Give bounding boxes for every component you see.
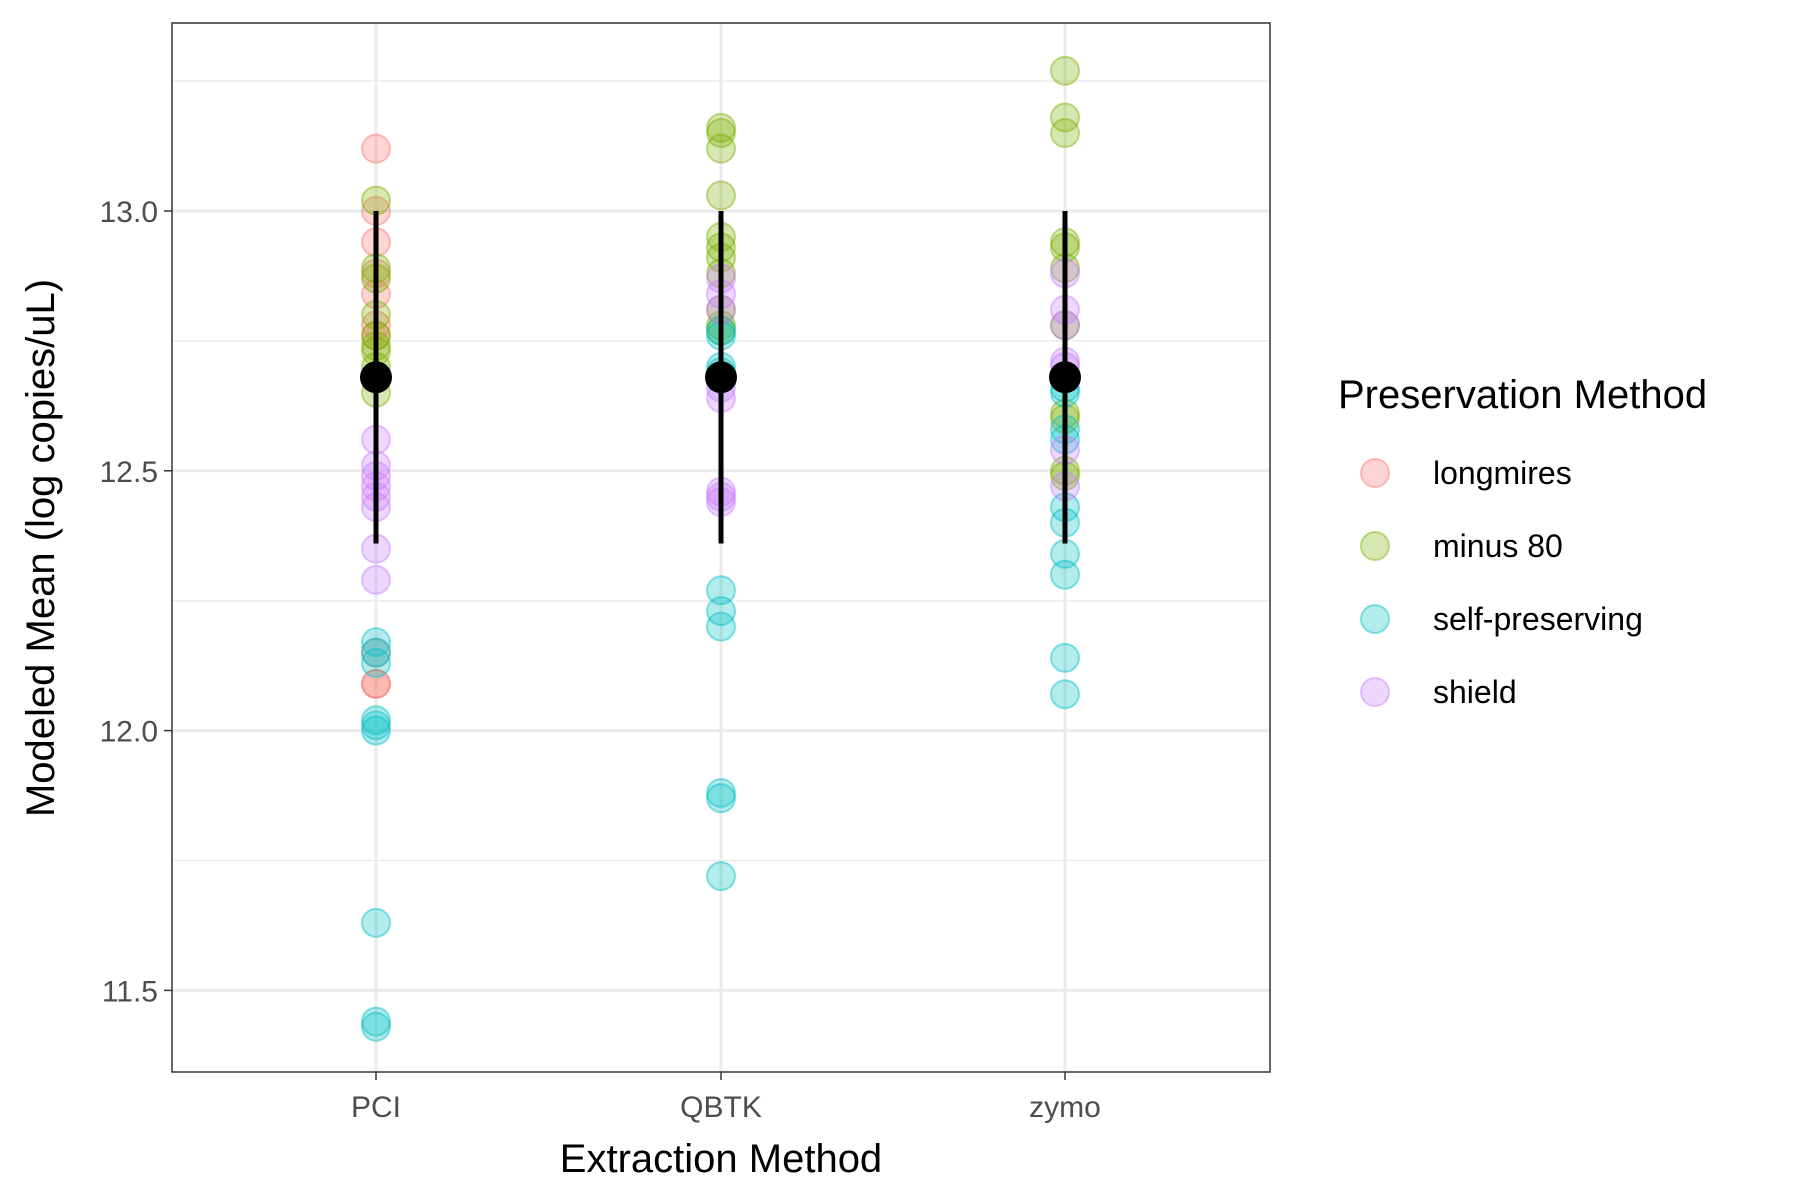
data-point [361,907,391,938]
legend-key [1360,604,1390,634]
data-point [706,575,736,606]
data-point [1050,679,1080,710]
y-tick-label: 11.5 [102,975,158,1008]
data-point [361,637,391,668]
legend-label: longmires [1433,455,1572,491]
data-point [1050,642,1080,673]
data-point [361,715,391,746]
legend-items: longmires minus 80 self-preserving shield [1360,455,1643,710]
x-axis-title: Extraction Method [560,1137,882,1181]
axis-layer: 11.5 12.0 12.5 13.0 PCI QBTK zymo [100,196,1101,1124]
data-point [1050,559,1080,590]
data-point [706,596,736,627]
data-point [361,637,391,668]
data-point [361,668,391,699]
data-point [706,133,736,164]
x-tick-label: PCI [351,1091,401,1124]
data-point [706,118,736,149]
legend-label: shield [1433,674,1517,710]
data-point [706,112,736,143]
x-tick-label: QBTK [680,1091,762,1124]
data-point [361,133,391,164]
y-tick-label: 13.0 [100,196,158,229]
legend-key [1360,677,1390,707]
y-tick-label: 12.5 [100,456,158,489]
mean-point [360,361,392,394]
data-point [361,648,391,679]
y-axis-title: Modeled Mean (log copies/uL) [19,279,63,817]
x-tick-label: zymo [1029,1091,1101,1124]
y-tick-label: 12.0 [100,716,158,749]
data-point [361,185,391,216]
legend: Preservation Method longmires minus 80 sel… [1338,373,1707,710]
mean-point [705,361,737,394]
data-point [706,777,736,808]
data-point [706,783,736,814]
data-point [361,668,391,699]
data-point [1050,102,1080,133]
legend-label: minus 80 [1433,528,1563,564]
data-point [1050,118,1080,149]
legend-title: Preservation Method [1338,373,1707,417]
data-point [706,611,736,642]
legend-label: self-preserving [1433,601,1643,637]
data-point [361,627,391,658]
data-point [361,564,391,595]
data-point [361,710,391,741]
data-point [1050,55,1080,86]
summary-layer [360,211,1081,544]
data-point [706,861,736,892]
data-point [361,1011,391,1042]
data-point [361,705,391,736]
mean-point [1049,361,1081,394]
legend-key [1360,531,1390,561]
data-point [361,1006,391,1037]
data-point [706,180,736,211]
legend-key [1360,458,1390,488]
